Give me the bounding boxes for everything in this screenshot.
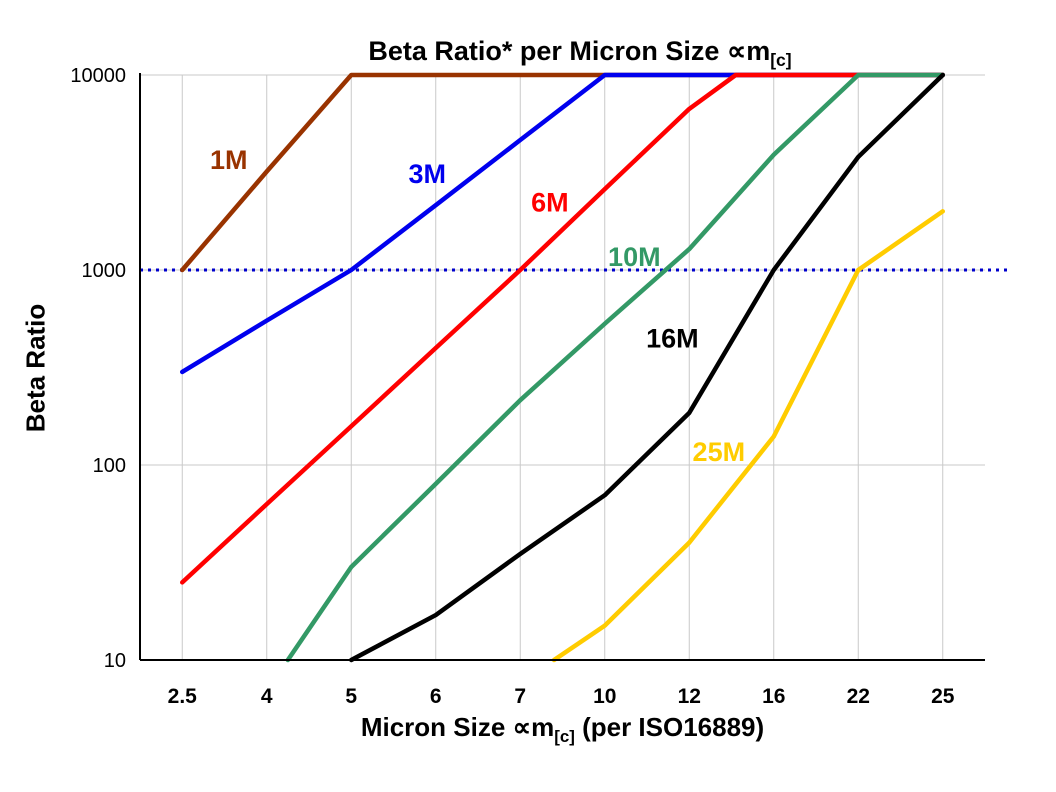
- y-axis-title: Beta Ratio: [20, 303, 51, 433]
- x-tick-label: 16: [762, 685, 785, 708]
- chart-title-text: Beta Ratio* per Micron Size ∝m: [368, 36, 771, 66]
- y-tick-label: 100: [93, 455, 126, 477]
- x-tick-label: 12: [678, 685, 701, 708]
- x-axis-title-text: Micron Size ∝m: [360, 712, 555, 742]
- y-tick-label: 10000: [70, 65, 126, 87]
- series-line-3M: [180, 72, 945, 375]
- x-tick-label: 5: [345, 685, 357, 708]
- series-label-10M: 10M: [608, 242, 661, 272]
- x-tick-label: 7: [514, 685, 526, 708]
- chart-title-subscript: [c]: [770, 50, 792, 71]
- series-line-10M: [285, 72, 945, 663]
- series-label-6M: 6M: [531, 187, 569, 217]
- series-line-16M: [349, 72, 945, 663]
- series-line-25M: [551, 209, 945, 663]
- x-axis-title: Micron Size ∝m[c] (per ISO16889): [140, 712, 985, 747]
- series-label-1M: 1M: [210, 145, 248, 175]
- series-label-3M: 3M: [409, 159, 447, 189]
- x-tick-label: 4: [261, 685, 273, 708]
- x-tick-label: 10: [593, 685, 616, 708]
- x-axis-title-suffix: (per ISO16889): [574, 712, 765, 742]
- series-label-16M: 16M: [646, 324, 699, 354]
- y-tick-label: 1000: [82, 260, 127, 282]
- x-tick-label: 25: [931, 685, 955, 708]
- x-tick-label: 2.5: [168, 685, 198, 708]
- x-tick-label: 22: [847, 685, 870, 708]
- x-axis-title-subscript: [c]: [554, 726, 575, 746]
- x-tick-label: 6: [430, 685, 442, 708]
- series-line-6M: [180, 72, 945, 585]
- y-tick-label: 10: [104, 650, 126, 672]
- chart-title: Beta Ratio* per Micron Size ∝m[c]: [150, 36, 1010, 71]
- series-label-25M: 25M: [693, 437, 746, 467]
